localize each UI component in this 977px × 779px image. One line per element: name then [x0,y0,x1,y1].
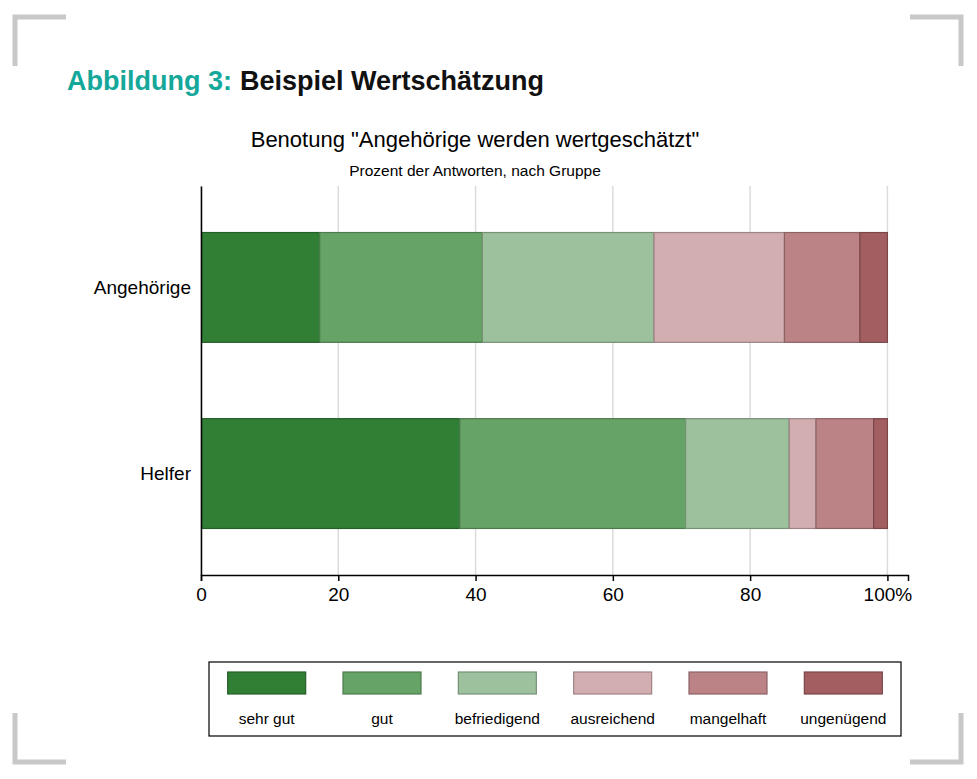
series [320,233,686,529]
legend-swatch [689,672,767,694]
x-axis-line [202,576,909,582]
legend-item: sehr gut [228,672,306,727]
legend-label: gut [371,710,393,727]
legend-swatch [574,672,652,694]
x-axis: 0 20 40 60 80 100% [196,575,912,605]
x-tick-mark [613,575,615,581]
legend-box [209,662,901,736]
bar-segment [482,233,654,343]
x-tick-label: 100% [864,584,913,605]
bar-segment [201,419,460,529]
y-axis-line [201,187,203,576]
legend-label: ausreichend [570,710,654,727]
legend-label: ungenügend [800,710,886,727]
y-axis: Angehörige Helfer [94,187,202,576]
legend-swatch [458,672,536,694]
legend-item: ungenügend [800,672,886,727]
y-tick: Angehörige [94,277,201,298]
x-tick: 20 [328,575,349,605]
x-tick-label: 60 [603,584,624,605]
bar-segment [816,419,874,529]
x-tick-mark [887,575,889,581]
bar-segment [874,419,888,529]
legend: sehr gut gut befriedigend ausreichend mangel… [209,662,901,736]
legend-swatch [804,672,882,694]
figure: Abbildung 3: Beispiel Wertschätzung Benotu… [0,0,977,779]
legend-label: sehr gut [239,710,296,727]
bar-segment [686,419,790,529]
chart-title: Benotung "Angehörige werden wertgeschätz… [251,127,700,152]
x-tick: 80 [740,575,761,605]
bracket [15,713,66,762]
bar-segment [654,233,784,343]
bar-segment [320,233,483,343]
bar-segment [789,419,816,529]
legend-item: ausreichend [570,672,654,727]
x-tick: 60 [603,575,624,605]
bars [201,233,887,529]
y-tick-label: Angehörige [94,277,191,298]
figure-label: Abbildung 3: [67,66,232,96]
legend-item: mangelhaft [689,672,767,727]
figure-header: Abbildung 3: Beispiel Wertschätzung [67,66,544,96]
x-tick-label: 20 [328,584,349,605]
x-tick-mark [338,575,340,581]
frame-brackets [15,17,961,762]
x-tick-label: 40 [465,584,486,605]
x-tick-label: 80 [740,584,761,605]
bar-segment [784,233,860,343]
figure-title: Beispiel Wertschätzung [240,66,544,96]
grid [201,186,887,575]
series [482,233,789,529]
y-tick: Helfer [140,463,201,484]
grid-line [200,186,202,575]
x-tick-mark [475,575,477,581]
legend-label: mangelhaft [690,710,767,727]
bracket [15,17,66,66]
bar-segment [860,233,887,343]
x-tick: 100% [864,575,913,605]
bracket [910,713,961,762]
y-tick-label: Helfer [140,463,191,484]
x-tick: 0 [196,575,207,605]
chart-subtitle: Prozent der Antworten, nach Gruppe [349,162,601,179]
x-tick-label: 0 [196,584,207,605]
legend-swatch [228,672,306,694]
x-tick: 40 [465,575,486,605]
series [860,233,887,529]
legend-swatch [343,672,421,694]
legend-label: befriedigend [455,710,540,727]
legend-item: gut [343,672,421,727]
x-tick-mark [201,575,203,581]
bracket [910,17,961,66]
legend-item: befriedigend [455,672,540,727]
bar-segment [201,233,320,343]
bar-segment [460,419,686,529]
x-tick-mark [750,575,752,581]
